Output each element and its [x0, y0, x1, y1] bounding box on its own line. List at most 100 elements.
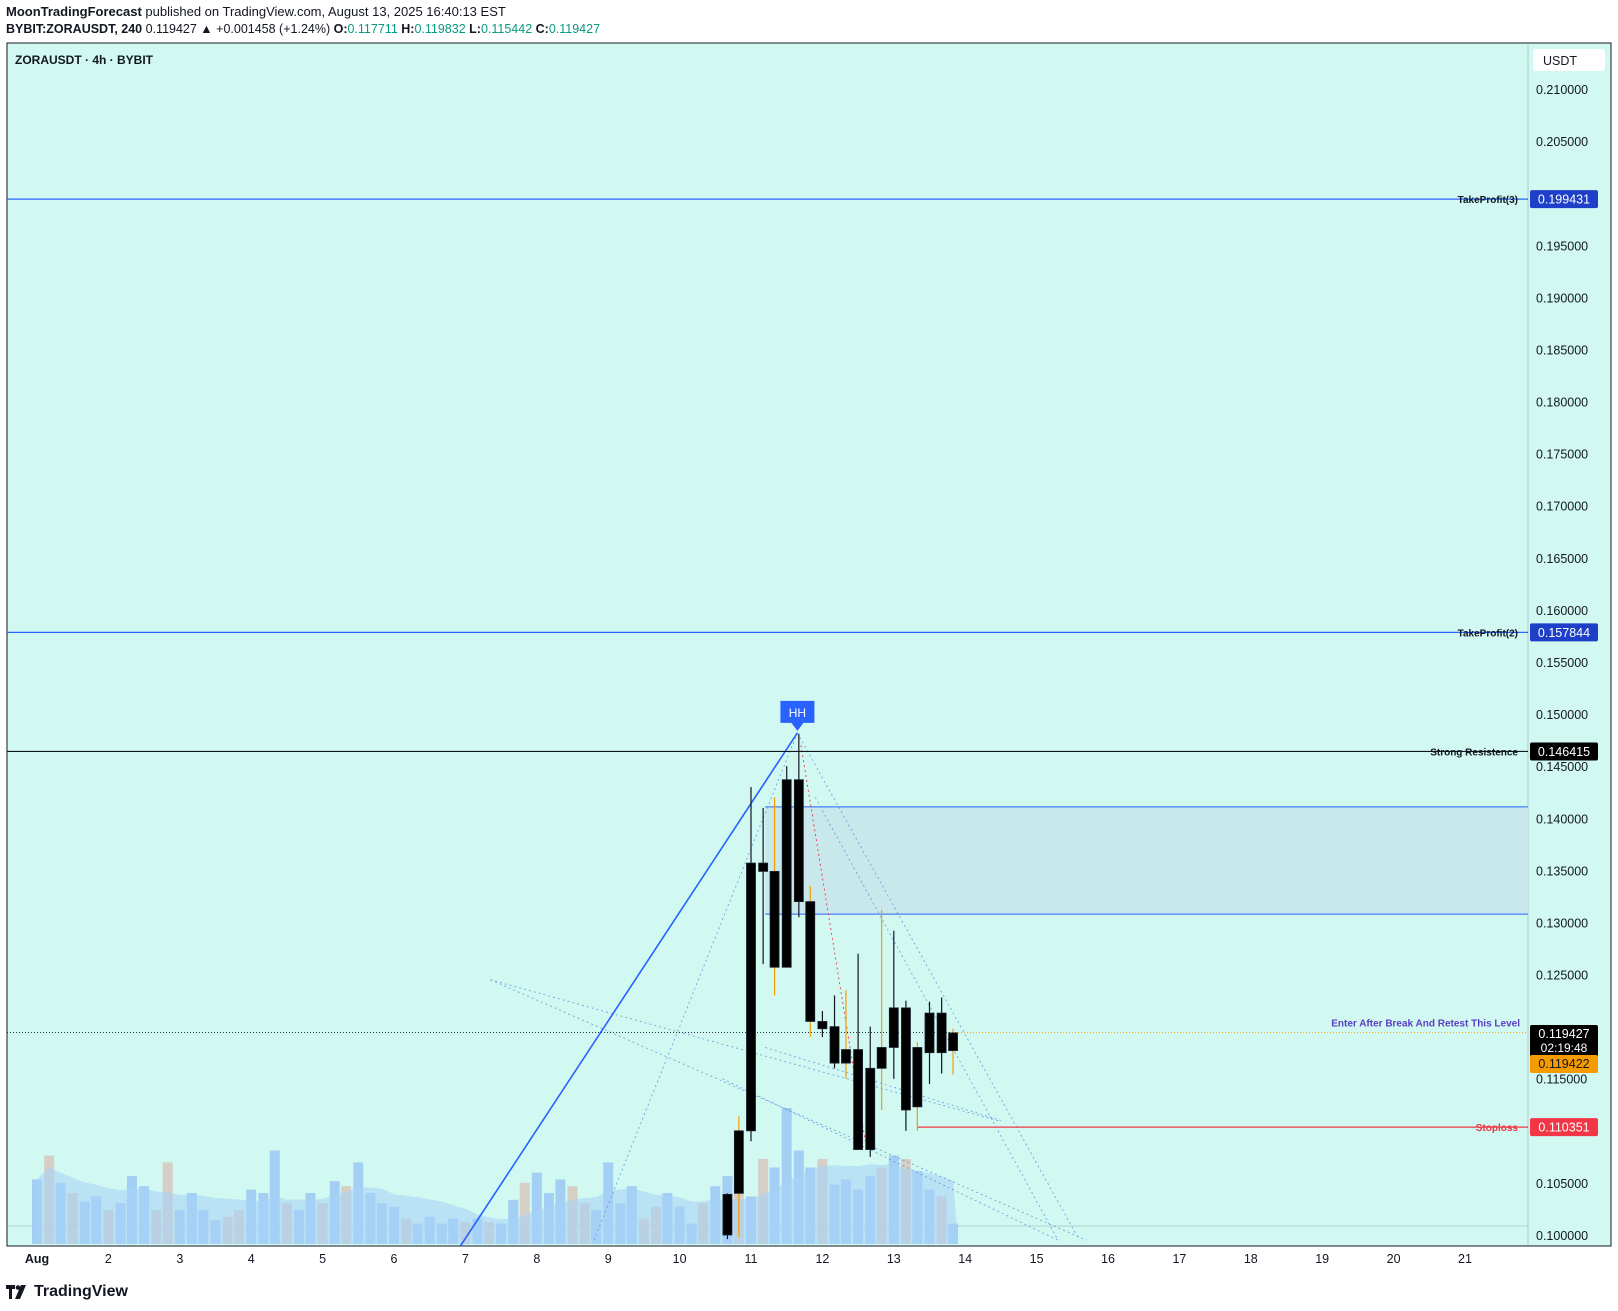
low-label: L: — [465, 22, 481, 36]
y-tick-label: 0.135000 — [1536, 864, 1588, 878]
chart-frame — [6, 42, 1612, 1247]
bid-price-badge — [1530, 1055, 1598, 1073]
publish-info: MoonTradingForecast published on Trading… — [6, 4, 506, 19]
x-tick-label: 8 — [533, 1252, 540, 1266]
level-price-badge — [1530, 1118, 1598, 1137]
open-value: 0.117711 — [347, 22, 398, 36]
candle-body — [805, 901, 816, 1022]
y-tick-label: 0.210000 — [1536, 83, 1588, 97]
y-tick-label: 0.170000 — [1536, 500, 1588, 514]
level-price-badge — [1530, 623, 1598, 642]
y-tick-label: 0.150000 — [1536, 708, 1588, 722]
candle-body — [901, 1007, 911, 1111]
open-label: O: — [330, 22, 348, 36]
high-value: 0.119832 — [414, 22, 466, 36]
volume-bar — [781, 1108, 792, 1244]
candle-body — [924, 1012, 935, 1054]
tradingview-logo-icon — [6, 1285, 26, 1299]
candle-body — [948, 1032, 958, 1051]
candle-body — [769, 871, 780, 968]
candle-body — [733, 1130, 744, 1194]
x-tick-label: Aug — [25, 1252, 49, 1266]
level-price-badge — [1530, 742, 1598, 761]
trend-line — [459, 732, 799, 1247]
x-tick-label: 15 — [1030, 1252, 1044, 1266]
symbol-label: BYBIT:ZORAUSDT, 240 — [6, 22, 143, 36]
author-name[interactable]: MoonTradingForecast — [6, 4, 142, 19]
projection-line — [765, 1047, 1002, 1121]
hh-marker-label: HH — [789, 706, 806, 720]
x-tick-label: 18 — [1244, 1252, 1258, 1266]
level-label: TakeProfit(2) — [1458, 628, 1518, 639]
x-tick-label: 5 — [319, 1252, 326, 1266]
resistance-zone — [765, 806, 1528, 915]
x-tick-label: 3 — [176, 1252, 183, 1266]
y-tick-label: 0.145000 — [1536, 760, 1588, 774]
y-tick-label: 0.115000 — [1536, 1073, 1587, 1087]
y-tick-label: 0.195000 — [1536, 239, 1588, 253]
x-tick-label: 4 — [248, 1252, 255, 1266]
candle-body — [853, 1049, 863, 1150]
candle-body — [936, 1012, 947, 1054]
candle-body — [746, 862, 756, 1132]
y-tick-label: 0.105000 — [1536, 1177, 1588, 1191]
x-tick-label: 11 — [745, 1252, 758, 1266]
candle-body — [758, 862, 769, 872]
y-tick-label: 0.175000 — [1536, 448, 1588, 462]
level-price-value: 0.157844 — [1538, 626, 1590, 640]
chart-title: ZORAUSDT · 4h · BYBIT — [15, 53, 154, 67]
candle-body — [781, 779, 792, 968]
level-label: TakeProfit(3) — [1458, 195, 1518, 206]
last-price: 0.119427 — [142, 22, 201, 36]
y-tick-label: 0.160000 — [1536, 604, 1588, 618]
level-label: Strong Resistence — [1430, 747, 1518, 758]
volume-bar — [519, 1182, 530, 1244]
x-tick-label: 2 — [105, 1252, 112, 1266]
candle-body — [888, 1007, 899, 1048]
x-tick-label: 13 — [887, 1252, 901, 1266]
publish-date: published on TradingView.com, August 13,… — [141, 4, 506, 19]
y-tick-label: 0.190000 — [1536, 291, 1588, 305]
currency-label: USDT — [1543, 54, 1577, 68]
plot-background — [7, 43, 1528, 1246]
projection-line — [814, 797, 1059, 1241]
y-tick-label: 0.100000 — [1536, 1229, 1588, 1243]
x-tick-label: 20 — [1387, 1252, 1401, 1266]
projection-line — [797, 732, 1080, 1241]
y-tick-label: 0.180000 — [1536, 396, 1588, 410]
hh-marker — [780, 700, 815, 731]
candle-countdown: 02:19:48 — [1541, 1041, 1588, 1055]
y-tick-label: 0.125000 — [1536, 969, 1588, 983]
y-tick-label: 0.185000 — [1536, 343, 1588, 357]
x-tick-label: 19 — [1315, 1252, 1329, 1266]
low-value: 0.115442 — [480, 22, 533, 36]
level-label: Stoploss — [1476, 1123, 1519, 1134]
y-tick-label: 0.140000 — [1536, 812, 1588, 826]
candle-body — [829, 1026, 840, 1064]
bid-price-value: 0.119422 — [1538, 1057, 1589, 1071]
x-tick-label: 12 — [815, 1252, 829, 1266]
y-tick-label: 0.155000 — [1536, 656, 1588, 670]
x-tick-label: 17 — [1172, 1252, 1186, 1266]
x-tick-label: 16 — [1101, 1252, 1115, 1266]
x-tick-label: 7 — [462, 1252, 469, 1266]
footer-brand[interactable]: TradingView — [6, 1283, 128, 1301]
candle-body — [876, 1047, 887, 1069]
high-label: H: — [397, 22, 415, 36]
current-price-badge — [1530, 1025, 1598, 1057]
y-tick-label: 0.165000 — [1536, 552, 1588, 566]
candle-body — [722, 1193, 733, 1236]
ohlc-bar: BYBIT:ZORAUSDT, 240 0.119427 ▲ +0.001458… — [6, 22, 600, 36]
candle-body — [841, 1049, 851, 1064]
x-tick-label: 10 — [673, 1252, 687, 1266]
projection-line — [490, 979, 1087, 1241]
retrace-line — [800, 745, 866, 1142]
close-label: C: — [532, 22, 549, 36]
level-label: Enter After Break And Retest This Level — [1331, 1019, 1520, 1030]
volume-bar — [531, 1172, 542, 1244]
close-value: 0.119427 — [548, 22, 601, 36]
x-tick-label: 21 — [1458, 1252, 1472, 1266]
current-price-value: 0.119427 — [1538, 1027, 1589, 1041]
y-tick-label: 0.205000 — [1536, 135, 1588, 149]
